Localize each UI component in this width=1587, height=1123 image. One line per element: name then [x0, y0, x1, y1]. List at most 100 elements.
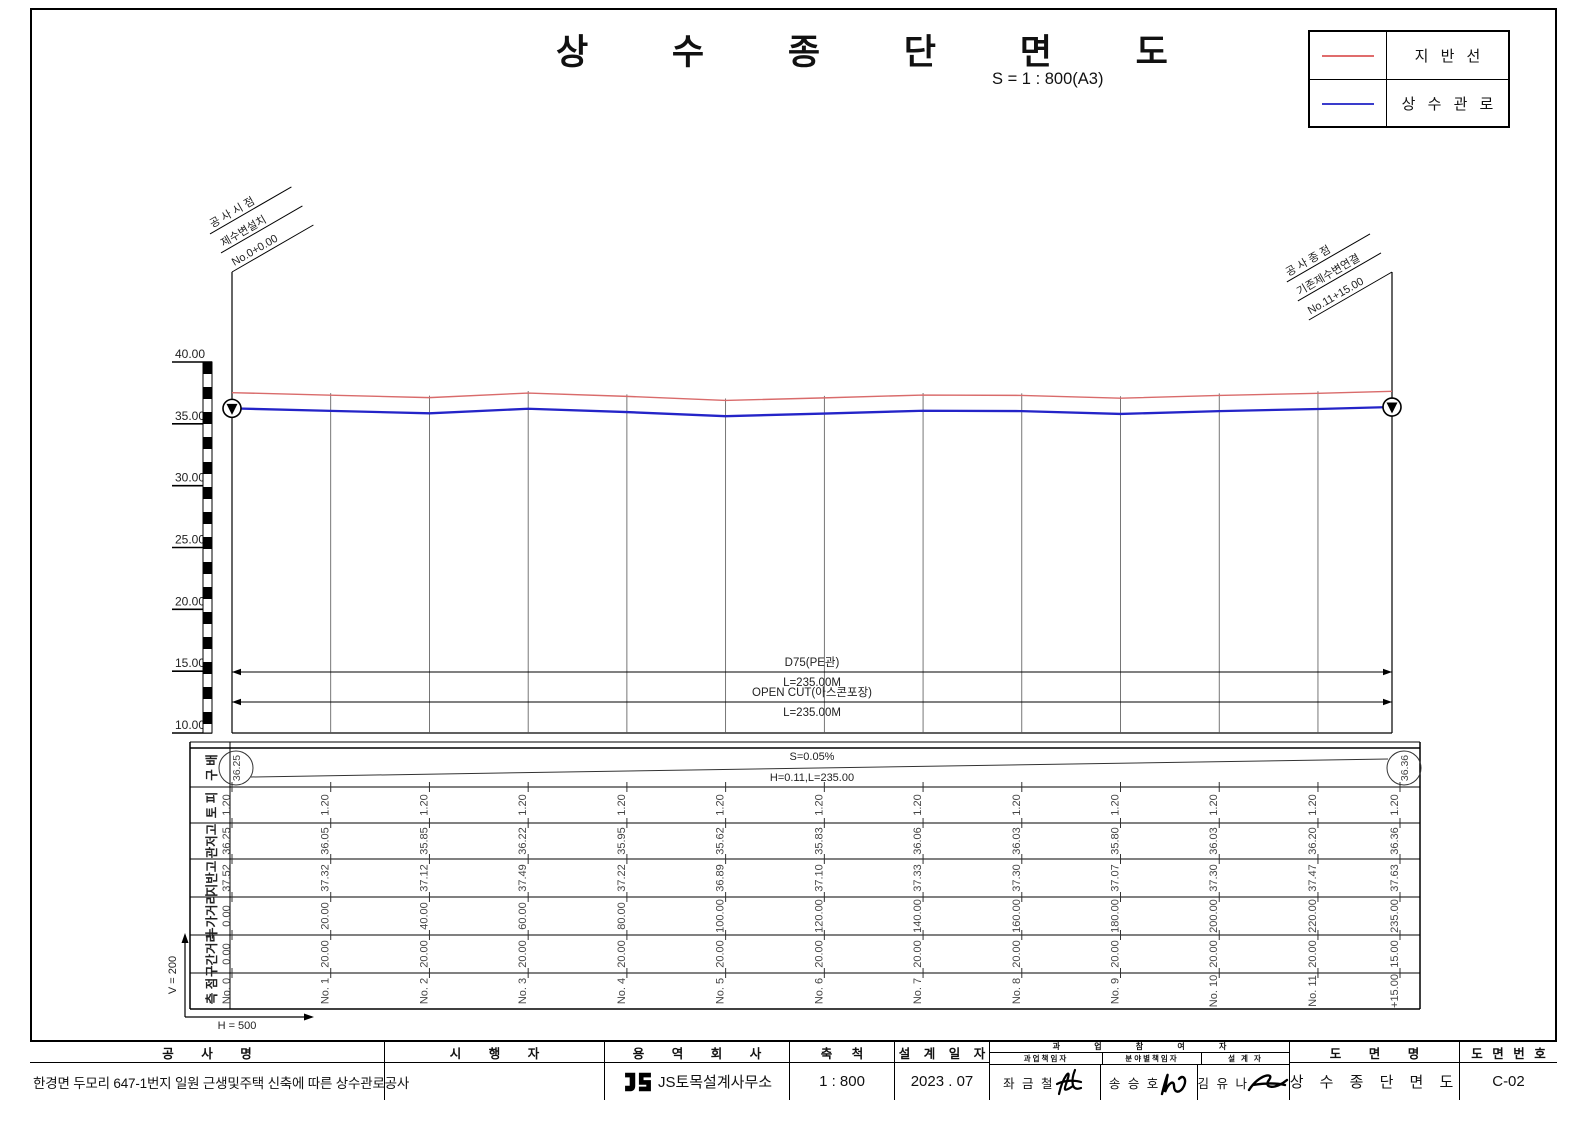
- table-cell-value: 100.00: [715, 899, 727, 933]
- ground-line: [231, 390, 1393, 402]
- table-cell-value: 15.00: [1389, 940, 1401, 968]
- legend-row-pipe: 상 수 관 로: [1310, 80, 1508, 127]
- table-row-header: 지반고: [204, 860, 219, 895]
- pipe-line: [231, 405, 1393, 418]
- table-cell-value: 36.05: [320, 827, 332, 855]
- table-cell-value: No. 11: [1307, 975, 1319, 1007]
- dimension-arrow-icon: [1383, 698, 1392, 706]
- titleblock-drawing-name: 도 면 명 상 수 종 단 면 도: [1290, 1042, 1460, 1100]
- table-cell-value: 37.49: [517, 864, 529, 892]
- design-date-value: 2023 . 07: [910, 1073, 974, 1090]
- table-cell-value: 0.00: [221, 905, 233, 926]
- table-cell-value: 36.06: [912, 827, 924, 855]
- elevation-tick-label: 35.00: [175, 409, 205, 423]
- up-arrow-icon: [181, 933, 189, 943]
- table-cell-value: +15.00: [1389, 974, 1401, 1008]
- table-cell-value: 200.00: [1208, 899, 1220, 933]
- table-cell-value: 1.20: [418, 794, 430, 815]
- table-cell-value: No. 3: [517, 978, 529, 1004]
- table-cell-value: 35.62: [715, 827, 727, 855]
- table-cell-value: 120.00: [813, 899, 825, 933]
- table-row-header: 관저고: [204, 823, 219, 858]
- table-cell-value: 60.00: [517, 902, 529, 930]
- gradient-detail-label: H=0.11,L=235.00: [770, 772, 854, 784]
- dimension-arrow-icon: [232, 698, 241, 706]
- table-cell-value: 36.03: [1208, 827, 1220, 855]
- legend-label-pipe: 상 수 관 로: [1401, 96, 1498, 113]
- elevation-tick-label: 15.00: [175, 656, 205, 670]
- drawing-no-label: 도 면 번 호: [1460, 1042, 1557, 1063]
- executor-value: [385, 1063, 604, 1100]
- participant-3: 김 유 나: [1198, 1065, 1289, 1100]
- drawing-name-value: 상 수 종 단 면 도: [1289, 1074, 1460, 1091]
- scale-label: 축 척: [790, 1042, 894, 1063]
- table-cell-value: No. 8: [1011, 978, 1023, 1004]
- table-cell-value: 37.30: [1208, 864, 1220, 892]
- elevation-tick-label: 30.00: [175, 471, 205, 485]
- table-cell-value: 36.89: [715, 864, 727, 892]
- pipe-line-sample-icon: [1322, 102, 1374, 105]
- valve-triangle-icon: [1386, 402, 1398, 414]
- table-cell-value: 1.20: [320, 794, 332, 815]
- table-cell-value: 1.20: [1110, 794, 1122, 815]
- table-cell-value: No. 5: [715, 978, 727, 1004]
- dimension-label: OPEN CUT(아스콘포장): [752, 686, 872, 699]
- participant-1-name: 좌 금 철: [1003, 1077, 1055, 1091]
- legend: 지 반 선 상 수 관 로: [1308, 30, 1510, 128]
- dimension-length-label: L=235.00M: [783, 677, 841, 689]
- participant-2: 송 승 호: [1101, 1065, 1198, 1100]
- gradient-end-value: 36.36: [1399, 755, 1411, 781]
- table-cell-value: 180.00: [1110, 899, 1122, 933]
- table-cell-value: 40.00: [418, 902, 430, 930]
- h-scale-label: H = 500: [218, 1020, 257, 1032]
- elevation-tick-label: 10.00: [175, 718, 205, 732]
- legend-row-ground: 지 반 선: [1310, 32, 1508, 80]
- table-cell-value: No. 10: [1208, 975, 1220, 1007]
- table-row-header: 토 피: [204, 792, 219, 818]
- elevation-tick-label: 25.00: [175, 533, 205, 547]
- table-cell-value: 1.20: [912, 794, 924, 815]
- table-cell-value: 35.80: [1110, 827, 1122, 855]
- signature-icon: [1161, 1073, 1187, 1095]
- table-cell-value: 36.36: [1389, 827, 1401, 855]
- scale-value: 1 : 800: [819, 1073, 865, 1090]
- company-name: JS토목설계사무소: [657, 1074, 773, 1091]
- table-cell-value: 1.20: [715, 794, 727, 815]
- table-cell-value: 37.32: [320, 864, 332, 892]
- table-cell-value: 1.20: [616, 794, 628, 815]
- dimension-length-label: L=235.00M: [783, 707, 841, 719]
- table-cell-value: 1.20: [1208, 794, 1220, 815]
- valve-triangle-icon: [226, 403, 238, 415]
- v-scale-label: V = 200: [167, 956, 179, 994]
- titleblock-drawing-no: 도 면 번 호 C-02: [1460, 1042, 1557, 1100]
- dimension-arrow-icon: [232, 668, 241, 676]
- table-cell-value: 37.10: [813, 864, 825, 892]
- legend-swatch-pipe: [1310, 80, 1387, 127]
- table-cell-value: 35.95: [616, 827, 628, 855]
- table-cell-value: 20.00: [813, 940, 825, 968]
- gradient-slope-line: [250, 758, 1389, 778]
- title-block: 공 사 명 한경면 두모리 647-1번지 일원 근생및주택 신축에 따른 상수…: [30, 1040, 1557, 1100]
- table-cell-value: 235.00: [1389, 899, 1401, 933]
- participants-names: 좌 금 철 송 승 호 김 유 나: [990, 1065, 1289, 1100]
- dimension-label: D75(PE관): [785, 656, 840, 669]
- drawing-name-label: 도 면 명: [1290, 1042, 1459, 1063]
- elevation-tick-label: 40.00: [175, 347, 205, 361]
- participant-2-name: 송 승 호: [1108, 1077, 1161, 1091]
- dimension-arrow-icon: [1383, 668, 1392, 676]
- table-cell-value: 37.47: [1307, 864, 1319, 892]
- right-arrow-icon: [304, 1013, 314, 1021]
- table-row-header: 구 배: [204, 754, 219, 780]
- role-designer: 설 계 자: [1228, 1054, 1263, 1063]
- table-cell-value: 1.20: [813, 794, 825, 815]
- titleblock-design-date: 설 계 일 자 2023 . 07: [895, 1042, 990, 1100]
- table-cell-value: No. 0: [221, 978, 233, 1004]
- table-cell-value: 20.00: [1011, 940, 1023, 968]
- table-cell-value: No. 7: [912, 978, 924, 1004]
- js-logo-icon: [622, 1070, 654, 1094]
- table-cell-value: 20.00: [912, 940, 924, 968]
- table-cell-value: 36.03: [1011, 827, 1023, 855]
- titleblock-company: 용 역 회 사 JS토목설계사무소: [605, 1042, 790, 1100]
